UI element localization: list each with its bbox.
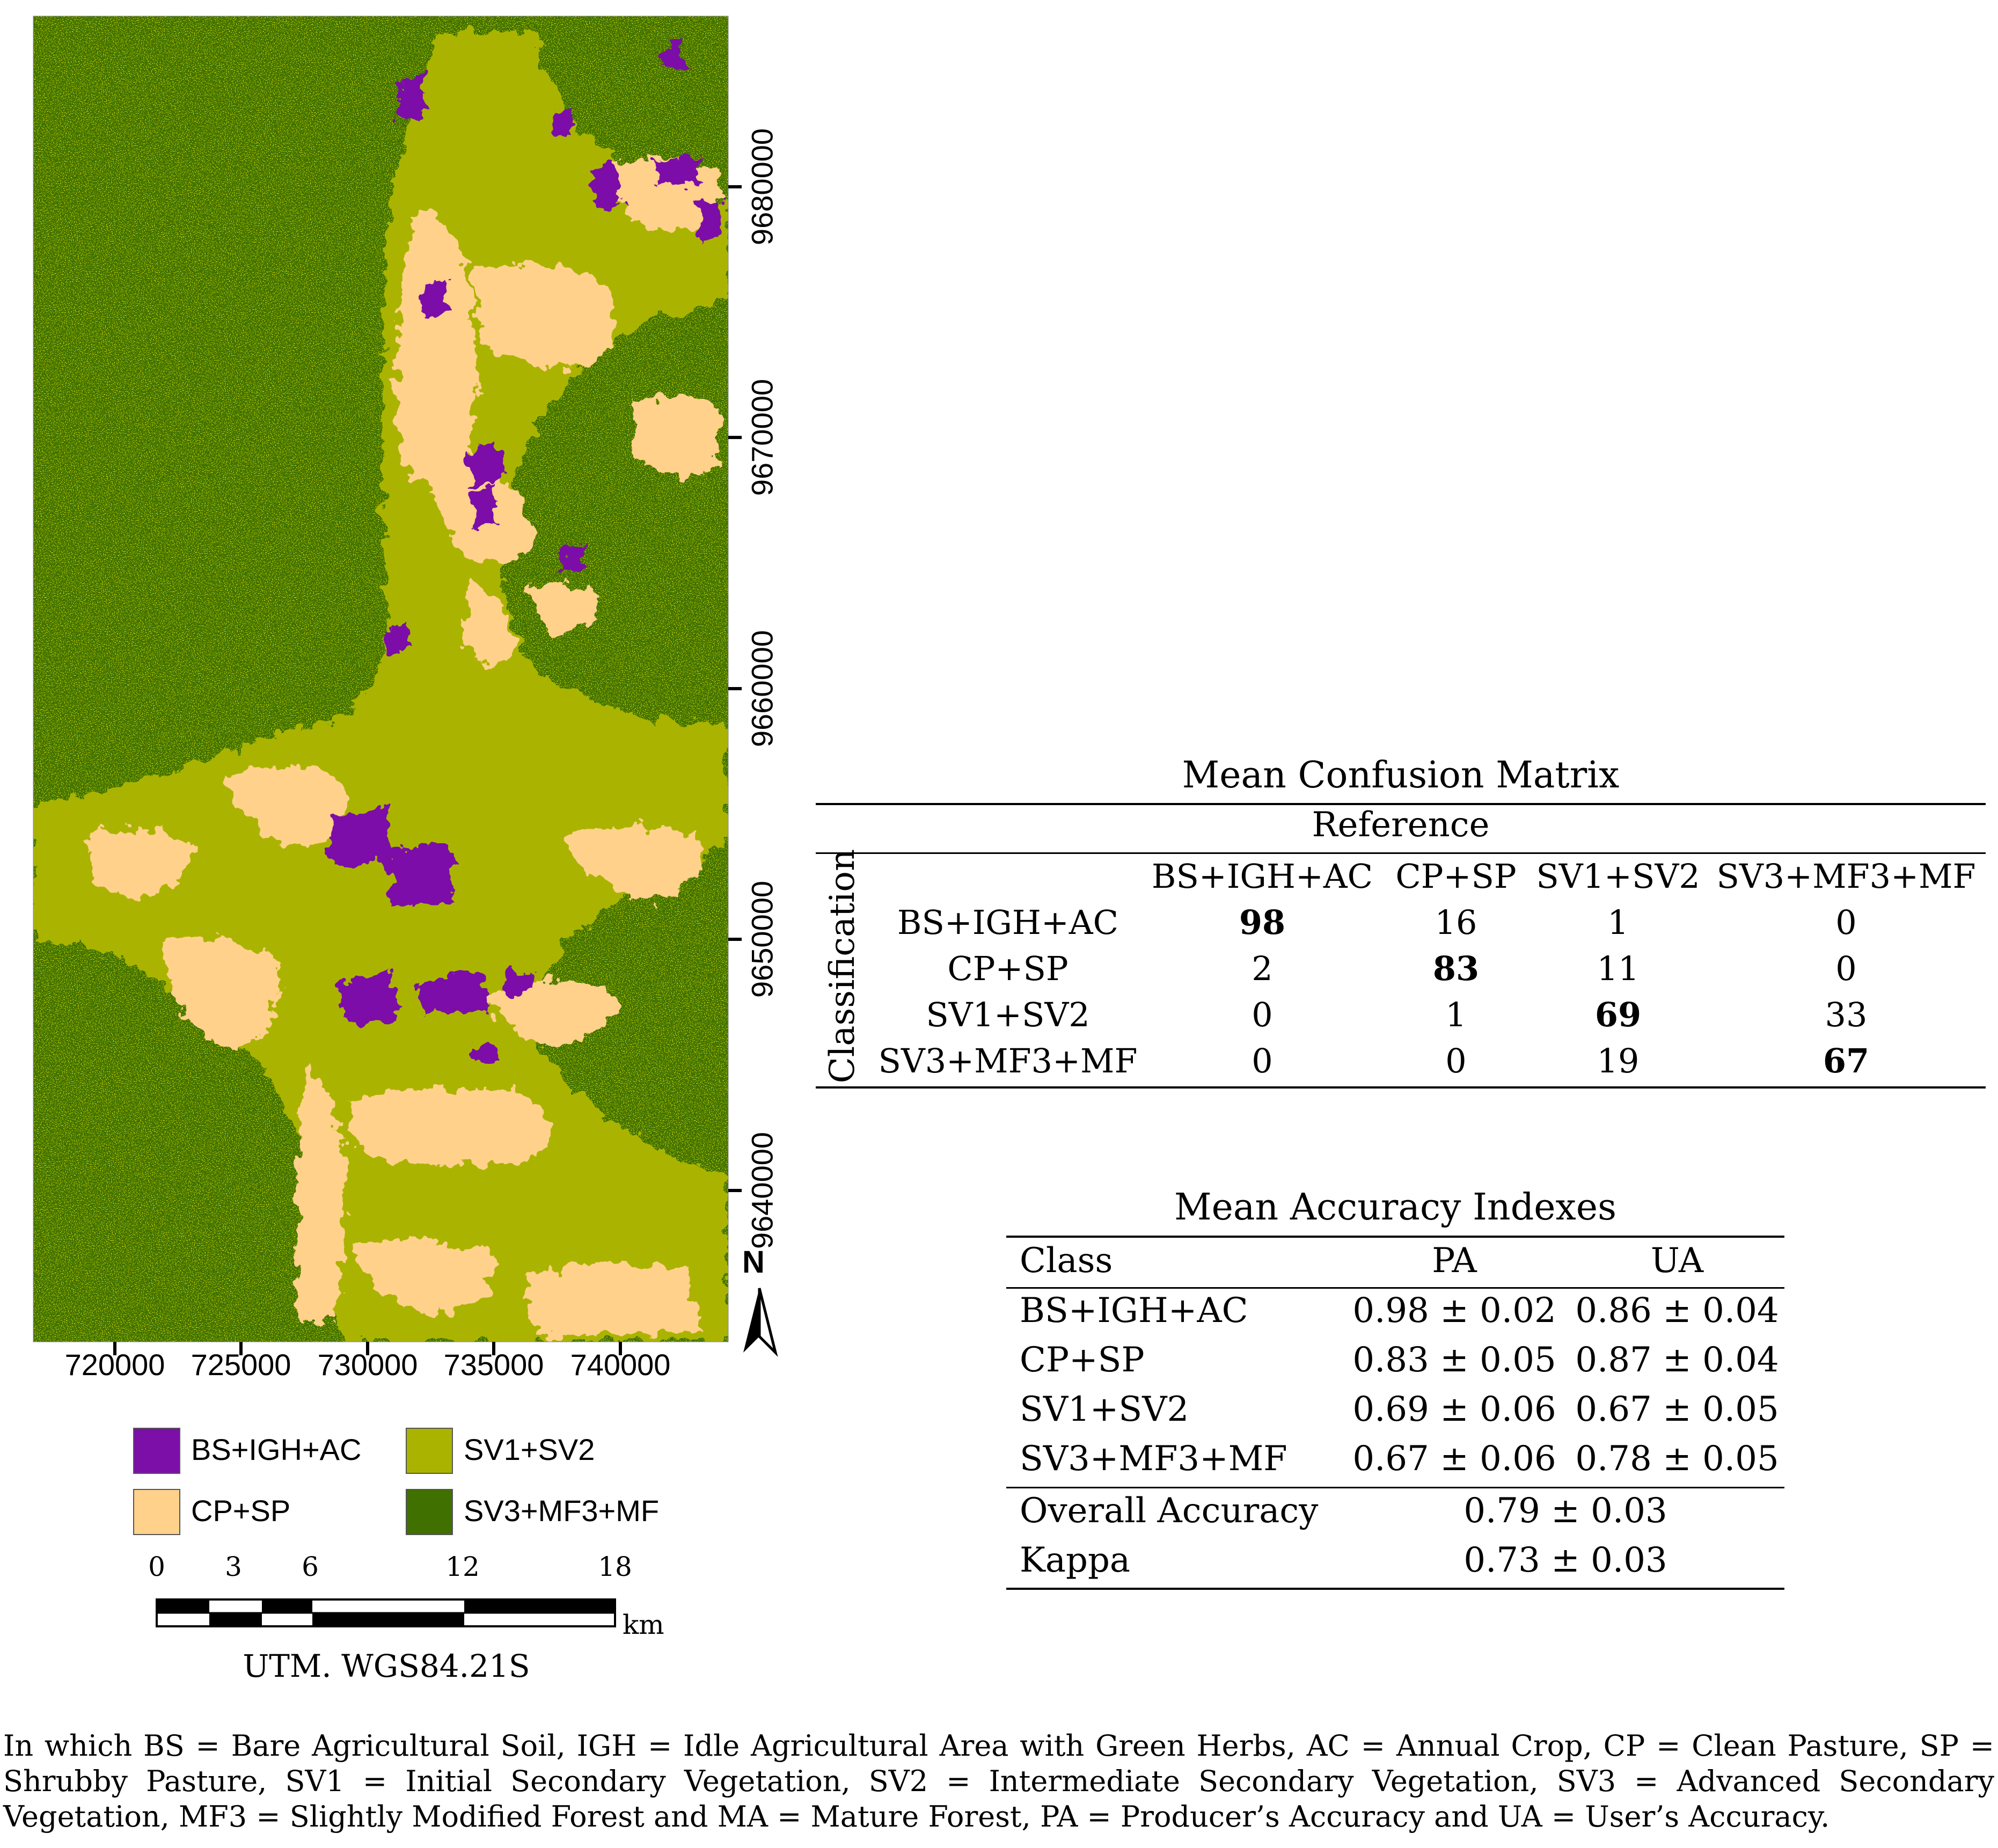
x-tick-label: 740000 <box>570 1348 671 1382</box>
cm-cell: 1 <box>1445 995 1467 1034</box>
legend-label: SV1+SV2 <box>464 1433 595 1466</box>
acc-class: SV1+SV2 <box>1020 1390 1189 1429</box>
reference-label: Reference <box>1312 805 1490 845</box>
cm-cell: 83 <box>1432 949 1480 988</box>
y-tick-label: 9660000 <box>745 630 779 748</box>
scale-tick-label: 12 <box>445 1551 480 1582</box>
cm-row-label: BS+IGH+AC <box>897 903 1119 942</box>
bottom-rule <box>816 1086 1986 1089</box>
acc-header-rule <box>1006 1287 1784 1289</box>
legend-swatch-forest <box>406 1489 453 1535</box>
cm-row-label: SV3+MF3+MF <box>878 1041 1138 1080</box>
legend-swatch-soil <box>133 1428 180 1474</box>
cm-cell: 67 <box>1823 1041 1870 1080</box>
cm-col-header: SV1+SV2 <box>1536 857 1700 896</box>
kappa-label: Kappa <box>1020 1540 1131 1580</box>
acc-ua: 0.87 ± 0.04 <box>1575 1340 1779 1380</box>
y-tick-label: 9640000 <box>745 1131 779 1250</box>
north-arrow-icon <box>743 1288 778 1357</box>
cm-cell: 69 <box>1594 995 1642 1034</box>
acc-pa: 0.83 ± 0.05 <box>1352 1340 1556 1380</box>
soil-crop-patches <box>327 43 722 1063</box>
cm-cell: 1 <box>1607 903 1629 942</box>
x-tick-label: 730000 <box>317 1348 418 1382</box>
acc-bottom-rule <box>1006 1588 1784 1590</box>
classification-label: Classification <box>823 849 862 1084</box>
y-axis-ticks <box>728 185 742 1192</box>
accuracy-title: Mean Accuracy Indexes <box>1174 1186 1616 1229</box>
cm-cell: 19 <box>1597 1041 1640 1080</box>
acc-header-ua: UA <box>1650 1241 1704 1281</box>
acc-class: CP+SP <box>1020 1340 1145 1380</box>
acc-mid-rule <box>1006 1487 1784 1488</box>
x-tick-label: 735000 <box>443 1348 544 1382</box>
y-tick-label: 9680000 <box>745 128 779 246</box>
cm-row-label: CP+SP <box>947 949 1068 988</box>
cm-cell: 16 <box>1435 903 1477 942</box>
cm-cell: 0 <box>1835 949 1857 988</box>
cm-cell: 0 <box>1252 995 1273 1034</box>
footnote: In which BS = Bare Agricultural Soil, IG… <box>3 1729 1994 1834</box>
scale-unit: km <box>623 1609 664 1640</box>
x-axis-ticks <box>113 1342 622 1355</box>
map-raster <box>33 16 728 1342</box>
scale-tick-label: 3 <box>225 1551 242 1582</box>
cm-cell: 0 <box>1252 1041 1273 1080</box>
y-tick-label: 9650000 <box>745 880 779 998</box>
x-tick-label: 720000 <box>64 1348 165 1382</box>
legend-swatch-secondary <box>406 1428 453 1474</box>
acc-pa: 0.67 ± 0.06 <box>1352 1439 1556 1479</box>
projection-label: UTM. WGS84.21S <box>243 1648 530 1684</box>
cm-cell: 0 <box>1835 903 1857 942</box>
acc-class: SV3+MF3+MF <box>1020 1439 1287 1479</box>
cm-cell: 98 <box>1239 903 1286 942</box>
acc-header-pa: PA <box>1432 1241 1477 1281</box>
legend-label: CP+SP <box>191 1494 291 1528</box>
y-tick-label: 9670000 <box>745 378 779 496</box>
legend-swatch-pasture <box>133 1489 180 1535</box>
cm-col-header: BS+IGH+AC <box>1151 857 1373 896</box>
overall-accuracy-label: Overall Accuracy <box>1020 1491 1319 1531</box>
confusion-matrix-title: Mean Confusion Matrix <box>1182 754 1620 797</box>
legend-label: BS+IGH+AC <box>191 1433 362 1466</box>
acc-class: BS+IGH+AC <box>1020 1291 1248 1331</box>
cm-cell: 2 <box>1252 949 1273 988</box>
cm-cell: 33 <box>1825 995 1868 1034</box>
north-label: N <box>742 1245 765 1280</box>
mid-rule <box>816 852 1986 854</box>
cm-col-header: SV3+MF3+MF <box>1716 857 1976 896</box>
cm-row-label: SV1+SV2 <box>926 995 1090 1034</box>
scale-tick-label: 18 <box>598 1551 632 1582</box>
acc-pa: 0.98 ± 0.02 <box>1352 1291 1556 1331</box>
legend-label: SV3+MF3+MF <box>464 1494 660 1528</box>
acc-top-rule <box>1006 1236 1784 1238</box>
cm-cell: 11 <box>1597 949 1640 988</box>
scale-bar <box>156 1598 616 1627</box>
cm-col-header: CP+SP <box>1395 857 1517 896</box>
scale-tick-label: 0 <box>148 1551 165 1582</box>
overall-accuracy-value: 0.79 ± 0.03 <box>1463 1491 1667 1531</box>
acc-ua: 0.67 ± 0.05 <box>1575 1390 1779 1429</box>
acc-ua: 0.78 ± 0.05 <box>1575 1439 1779 1479</box>
x-tick-label: 725000 <box>191 1348 291 1382</box>
acc-header-class: Class <box>1020 1241 1113 1281</box>
kappa-value: 0.73 ± 0.03 <box>1463 1540 1667 1580</box>
acc-ua: 0.86 ± 0.04 <box>1575 1291 1779 1331</box>
top-rule <box>816 803 1986 805</box>
acc-pa: 0.69 ± 0.06 <box>1352 1390 1556 1429</box>
cm-cell: 0 <box>1445 1041 1467 1080</box>
scale-tick-label: 6 <box>302 1551 319 1582</box>
